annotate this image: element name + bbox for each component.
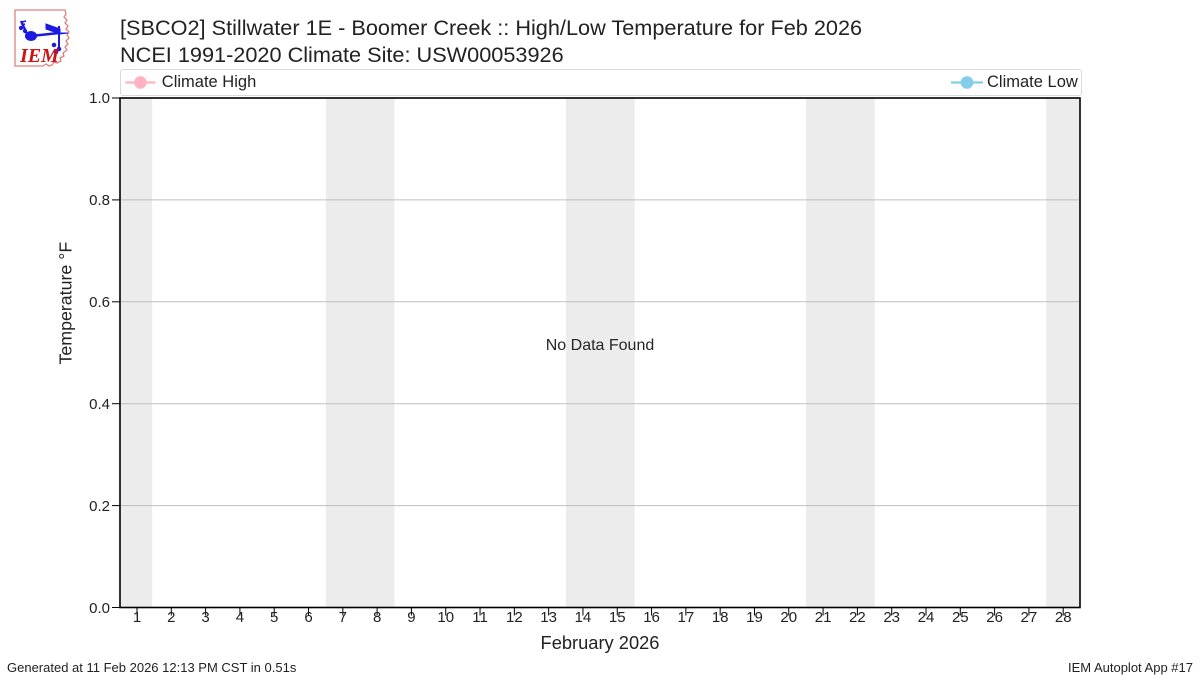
svg-text:IEM: IEM	[19, 45, 60, 67]
